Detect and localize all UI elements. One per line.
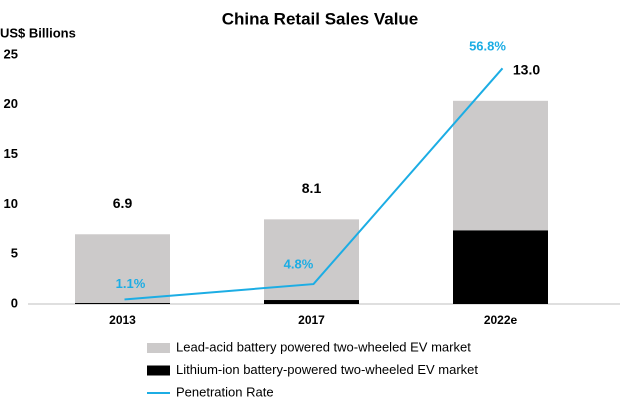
chart-title: China Retail Sales Value xyxy=(222,9,419,28)
x-tick-label: 2022e xyxy=(484,313,518,327)
y-tick-label: 25 xyxy=(4,46,18,61)
bar xyxy=(75,234,170,304)
data-label: 56.8% xyxy=(469,39,506,54)
bar xyxy=(453,100,548,231)
x-tick-label: 2017 xyxy=(298,313,325,327)
legend-swatch xyxy=(147,365,170,376)
y-tick-label: 5 xyxy=(11,246,18,261)
bar xyxy=(453,230,548,304)
legend-label: Lead-acid battery powered two-wheeled EV… xyxy=(176,339,471,354)
data-label: 13.0 xyxy=(513,62,540,78)
x-tick-label: 2013 xyxy=(109,313,136,327)
bar xyxy=(264,300,359,304)
y-tick-label: 15 xyxy=(4,146,18,161)
y-tick-label: 10 xyxy=(4,196,18,211)
y-tick-label: 0 xyxy=(11,295,18,310)
data-label: 1.1% xyxy=(116,276,146,291)
y-tick-label: 20 xyxy=(4,96,18,111)
data-label: 4.8% xyxy=(284,257,314,272)
line xyxy=(124,67,504,301)
legend-label: Penetration Rate xyxy=(176,384,274,399)
legend-label: Lithium-ion battery-powered two-wheeled … xyxy=(176,362,478,377)
data-label: 6.9 xyxy=(113,195,133,211)
bar xyxy=(75,303,170,304)
y-axis-label: US$ Billions xyxy=(0,25,76,40)
legend-swatch xyxy=(147,343,170,353)
data-label: 8.1 xyxy=(302,180,322,196)
